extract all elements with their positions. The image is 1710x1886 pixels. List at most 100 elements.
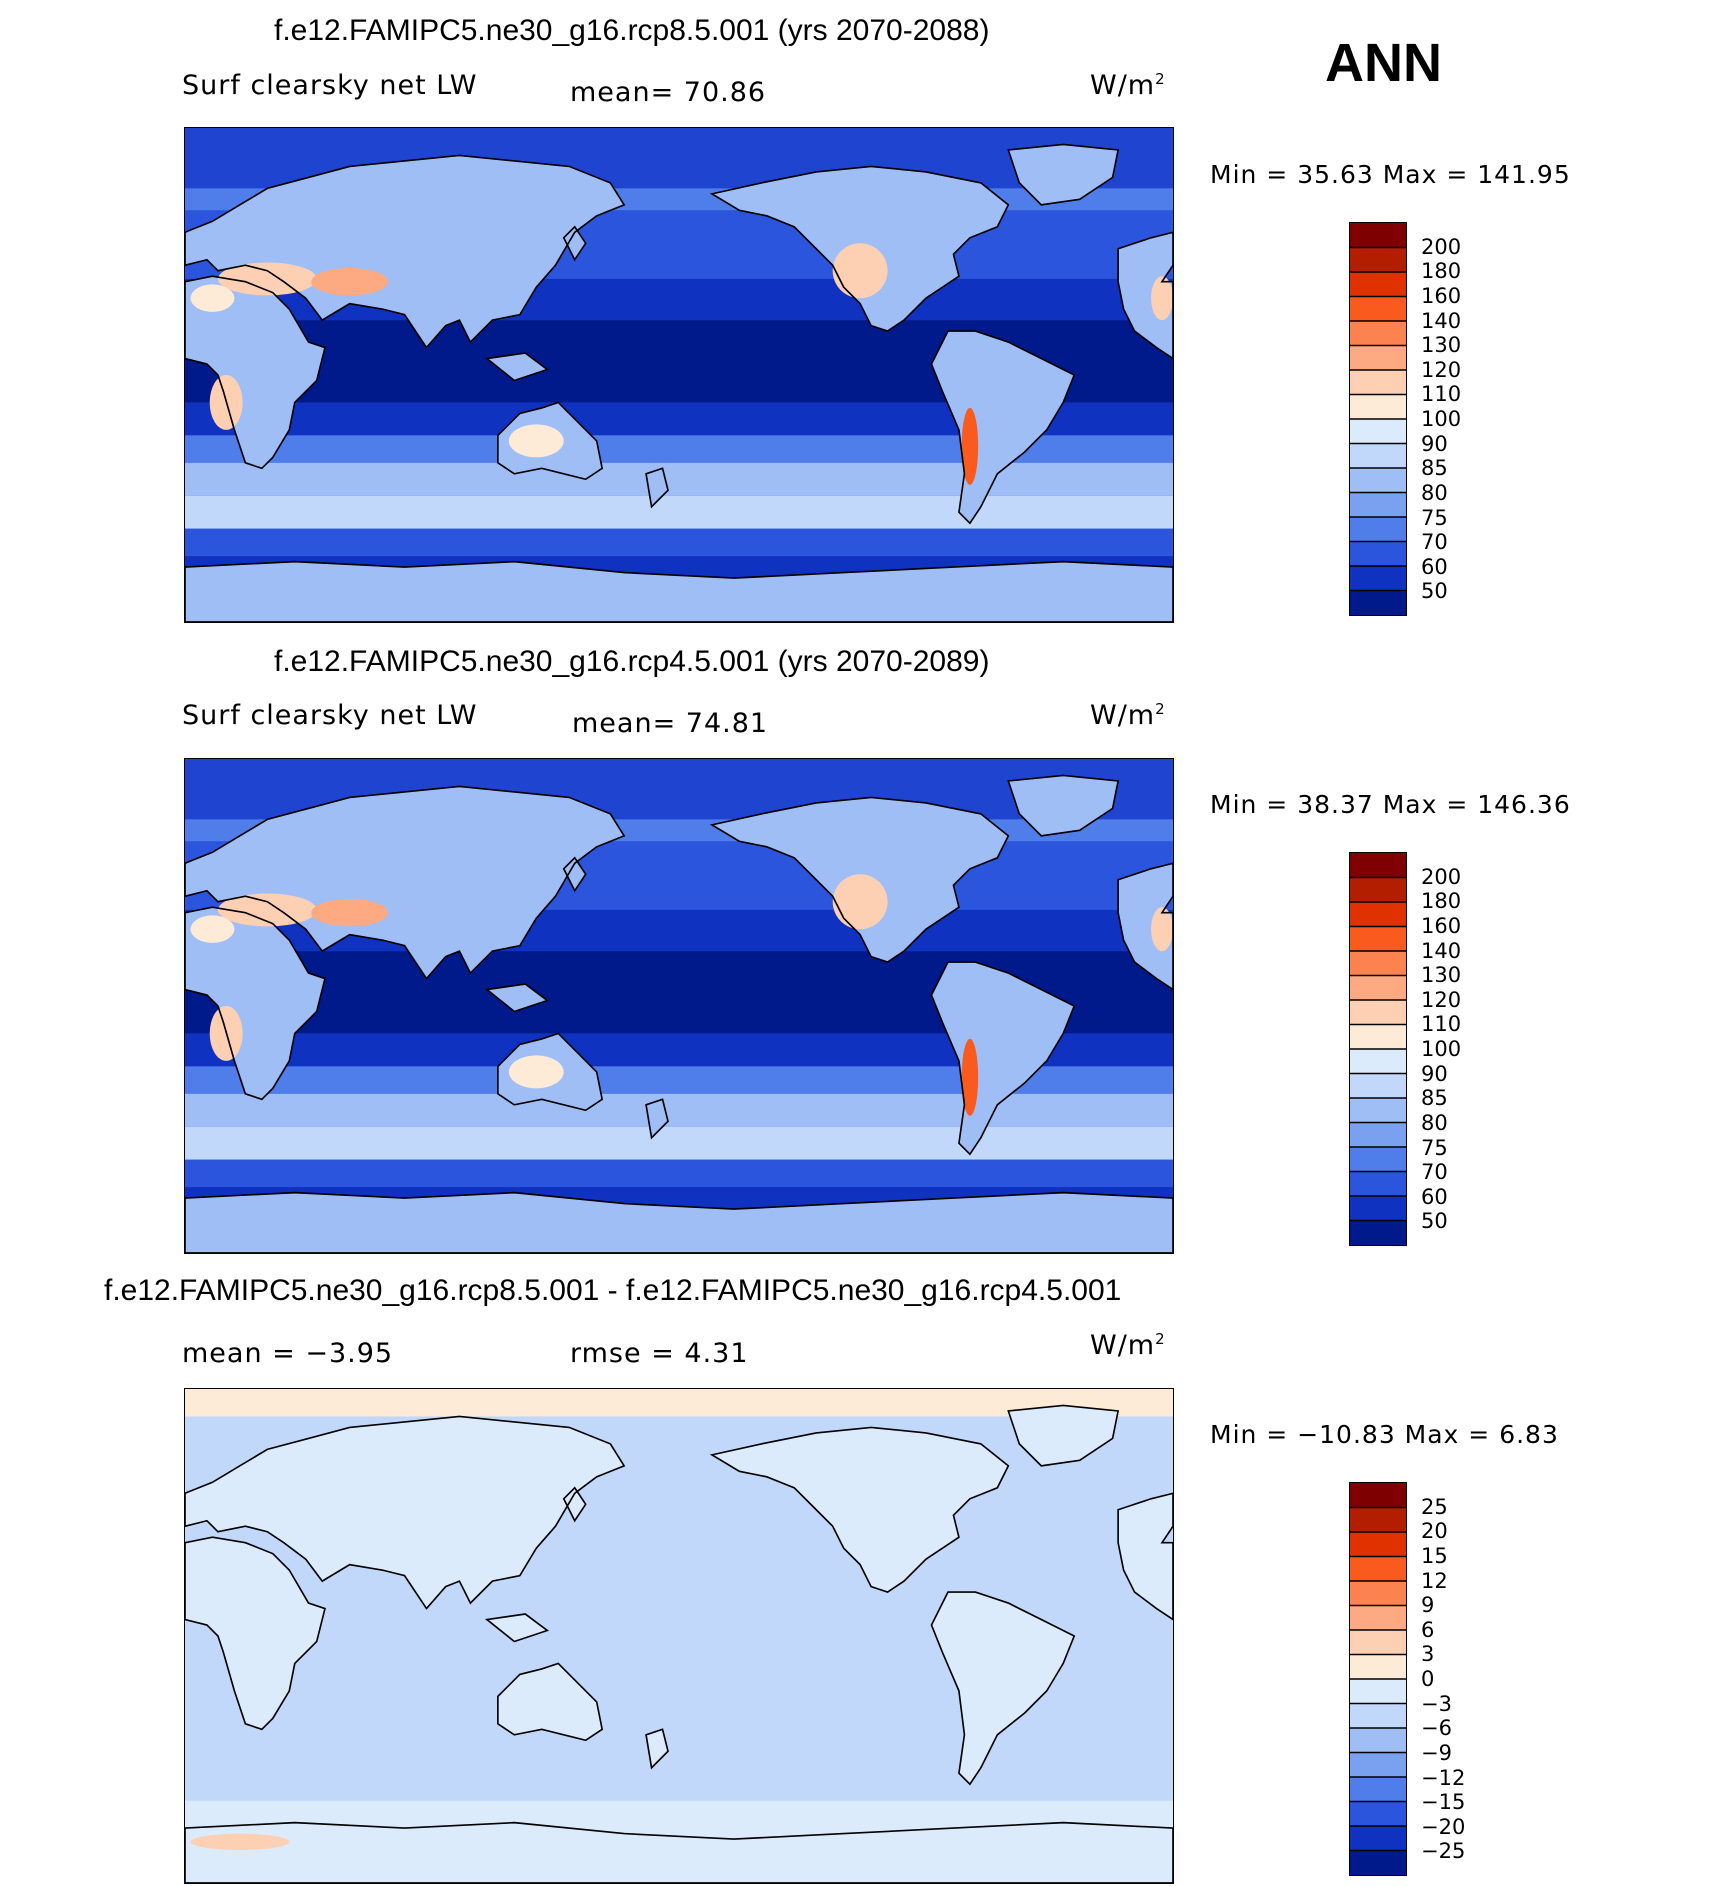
colorbar-level-label: 200 <box>1421 864 1462 889</box>
colorbar-level-label: 200 <box>1421 234 1462 259</box>
panel-2-minmax: Min = 38.37 Max = 146.36 <box>1210 790 1571 819</box>
colorbar-level-label: 100 <box>1421 407 1462 431</box>
panel-2-variable: Surf clearsky net LW <box>182 700 478 731</box>
colorbar-level-label: 60 <box>1421 1184 1448 1209</box>
panel-2-map <box>184 758 1174 1254</box>
colorbar-swatch <box>1350 877 1406 903</box>
colorbar-swatch <box>1350 345 1406 371</box>
colorbar-swatch <box>1350 541 1406 567</box>
colorbar-level-label: 20 <box>1421 1519 1448 1544</box>
colorbar-swatch <box>1350 902 1406 927</box>
colorbar-level-label: −3 <box>1421 1691 1452 1716</box>
colorbar-level-label: 50 <box>1421 579 1448 604</box>
colorbar-swatch <box>1350 1220 1406 1245</box>
colorbar-swatch <box>1350 1171 1406 1197</box>
colorbar-level-label: −12 <box>1421 1765 1466 1790</box>
colorbar-level-label: 120 <box>1421 357 1462 382</box>
colorbar-level-label: 85 <box>1421 1086 1448 1111</box>
colorbar-swatch <box>1350 1507 1406 1533</box>
colorbar-level-label: 140 <box>1421 938 1462 963</box>
panel-1-mean: mean= 70.86 <box>570 77 767 108</box>
colorbar-swatch <box>1350 1679 1406 1704</box>
colorbar-level-label: 90 <box>1421 1061 1448 1086</box>
colorbar-level-label: 110 <box>1421 382 1462 407</box>
colorbar-swatch <box>1350 1801 1406 1827</box>
colorbar-swatch <box>1350 1581 1406 1606</box>
panel-1-title: f.e12.FAMIPC5.ne30_g16.rcp8.5.001 (yrs 2… <box>274 14 990 47</box>
colorbar-swatch <box>1350 926 1406 952</box>
colorbar-swatch <box>1350 1147 1406 1172</box>
panel-3-minmax: Min = −10.83 Max = 6.83 <box>1210 1420 1559 1449</box>
colorbar-level-label: 130 <box>1421 333 1462 358</box>
colorbar-level-label: −25 <box>1421 1839 1466 1864</box>
colorbar-swatch <box>1350 1605 1406 1631</box>
panel-3-map <box>184 1388 1174 1884</box>
colorbar-level-label: 60 <box>1421 554 1448 579</box>
colorbar-level-label: 75 <box>1421 1135 1448 1160</box>
colorbar-swatch <box>1350 1024 1406 1050</box>
panel-2-colorbar <box>1349 852 1407 1246</box>
colorbar-swatch <box>1350 394 1406 420</box>
colorbar-level-label: 80 <box>1421 1110 1448 1135</box>
panel-1-variable: Surf clearsky net LW <box>182 70 478 101</box>
colorbar-swatch <box>1350 247 1406 273</box>
colorbar-swatch <box>1350 1777 1406 1802</box>
colorbar-swatch <box>1350 1752 1406 1778</box>
colorbar-level-label: 9 <box>1421 1593 1435 1618</box>
colorbar-swatch <box>1350 1850 1406 1875</box>
colorbar-swatch <box>1350 1049 1406 1074</box>
colorbar-level-label: 0 <box>1421 1667 1435 1691</box>
panel-2-title: f.e12.FAMIPC5.ne30_g16.rcp4.5.001 (yrs 2… <box>274 645 990 678</box>
season-label: ANN <box>1325 33 1442 93</box>
colorbar-swatch <box>1350 1532 1406 1557</box>
panel-1-minmax: Min = 35.63 Max = 141.95 <box>1210 160 1571 189</box>
colorbar-swatch <box>1350 951 1406 976</box>
colorbar-level-label: 110 <box>1421 1012 1462 1037</box>
colorbar-swatch <box>1350 1073 1406 1099</box>
panel-2-units: W/m2 <box>1090 700 1166 731</box>
colorbar-swatch <box>1350 223 1406 248</box>
panel-2-mean: mean= 74.81 <box>572 708 769 739</box>
colorbar-swatch <box>1350 975 1406 1001</box>
colorbar-swatch <box>1350 853 1406 878</box>
colorbar-level-label: 12 <box>1421 1568 1448 1593</box>
panel-1-units: W/m2 <box>1090 70 1166 101</box>
colorbar-level-label: 90 <box>1421 431 1448 456</box>
colorbar-swatch <box>1350 1483 1406 1508</box>
colorbar-swatch <box>1350 566 1406 591</box>
colorbar-level-label: 3 <box>1421 1642 1435 1667</box>
colorbar-swatch <box>1350 1826 1406 1851</box>
colorbar-level-label: 50 <box>1421 1209 1448 1234</box>
colorbar-swatch <box>1350 590 1406 615</box>
colorbar-level-label: 160 <box>1421 913 1462 938</box>
panel-1-colorbar <box>1349 222 1407 616</box>
colorbar-level-label: 160 <box>1421 283 1462 308</box>
colorbar-level-label: 15 <box>1421 1543 1448 1568</box>
colorbar-level-label: −20 <box>1421 1814 1466 1839</box>
colorbar-level-label: −15 <box>1421 1790 1466 1815</box>
panel-3-title: f.e12.FAMIPC5.ne30_g16.rcp8.5.001 - f.e1… <box>104 1274 1122 1307</box>
colorbar-level-label: 100 <box>1421 1037 1462 1061</box>
colorbar-level-label: 180 <box>1421 259 1462 284</box>
colorbar-swatch <box>1350 419 1406 444</box>
colorbar-level-label: −6 <box>1421 1716 1452 1741</box>
colorbar-level-label: 25 <box>1421 1494 1448 1519</box>
colorbar-level-label: 80 <box>1421 480 1448 505</box>
colorbar-swatch <box>1350 272 1406 297</box>
colorbar-level-label: 140 <box>1421 308 1462 333</box>
panel-3-units: W/m2 <box>1090 1330 1166 1361</box>
colorbar-level-label: 75 <box>1421 505 1448 530</box>
colorbar-swatch <box>1350 321 1406 346</box>
colorbar-level-label: 70 <box>1421 530 1448 555</box>
colorbar-swatch <box>1350 1196 1406 1221</box>
colorbar-level-label: 85 <box>1421 456 1448 481</box>
panel-3-colorbar <box>1349 1482 1407 1876</box>
colorbar-level-label: −9 <box>1421 1740 1452 1765</box>
colorbar-swatch <box>1350 443 1406 469</box>
colorbar-swatch <box>1350 1098 1406 1123</box>
colorbar-swatch <box>1350 1630 1406 1655</box>
colorbar-swatch <box>1350 370 1406 395</box>
colorbar-swatch <box>1350 468 1406 493</box>
colorbar-swatch <box>1350 296 1406 322</box>
panel-3-mean: mean = −3.95 <box>182 1338 394 1369</box>
